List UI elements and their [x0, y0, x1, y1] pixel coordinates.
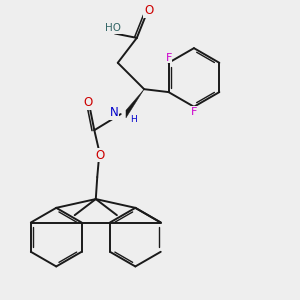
Text: O: O [144, 4, 153, 17]
Text: H: H [130, 115, 137, 124]
Text: O: O [96, 148, 105, 162]
Text: HO: HO [105, 23, 122, 33]
Text: O: O [84, 96, 93, 109]
Text: F: F [165, 52, 172, 62]
Polygon shape [126, 89, 144, 118]
Text: N: N [110, 106, 118, 119]
Text: F: F [191, 107, 197, 117]
